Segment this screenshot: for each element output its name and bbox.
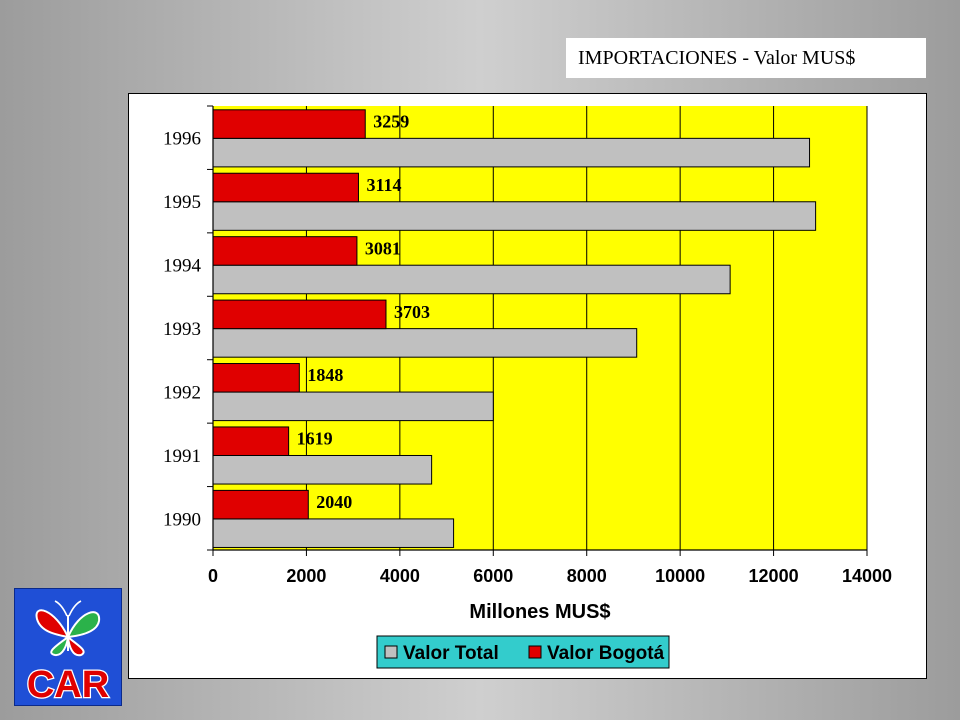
bar-valor-bogota [212, 109, 366, 139]
bar-valor-bogota [212, 426, 290, 456]
category-label: 1994 [163, 256, 202, 277]
bar-valor-bogota [212, 489, 309, 520]
data-label: 3081 [365, 238, 401, 258]
data-label: 3114 [366, 175, 401, 195]
bar-valor-total [212, 201, 817, 231]
x-tick-label: 2000 [286, 566, 326, 586]
bar-valor-bogota [212, 172, 359, 203]
x-tick-label: 14000 [842, 566, 892, 586]
logo-text: CAR [27, 664, 109, 705]
x-tick-label: 6000 [473, 566, 513, 586]
bar-valor-total [212, 328, 638, 358]
bar-chart: 2040 1990 1619 1991 1848 1992 3703 1993 3081 1994… [163, 105, 892, 669]
bar-valor-bogota [212, 299, 387, 330]
x-tick-label: 8000 [567, 566, 607, 586]
legend-label-valor-bogota: Valor Bogotá [547, 643, 665, 664]
data-label: 1619 [297, 429, 333, 449]
x-tick-label: 12000 [749, 566, 799, 586]
axes [207, 105, 868, 556]
x-tick-label: 4000 [380, 566, 420, 586]
category-label: 1995 [163, 192, 201, 213]
legend-box [376, 635, 670, 669]
bar-valor-total [212, 264, 731, 295]
car-logo: CAR [14, 588, 122, 707]
labels-group: 2040 1990 1619 1991 1848 1992 3703 1993 3081 1994… [163, 112, 892, 586]
data-label: 1848 [307, 365, 343, 385]
x-axis-title: Millones MUS$ [469, 601, 610, 623]
x-tick-label: 0 [208, 566, 218, 586]
legend-swatch-valor-bogota [528, 645, 542, 659]
data-label: 3259 [373, 112, 409, 132]
legend: Valor Total Valor Bogotá [376, 635, 670, 669]
category-label: 1990 [163, 509, 201, 530]
bar-valor-bogota [212, 363, 300, 393]
page-title: IMPORTACIONES - Valor MUS$ [566, 38, 926, 78]
chart-panel: 2040 1990 1619 1991 1848 1992 3703 1993 3081 1994… [128, 93, 927, 679]
bar-valor-total [212, 454, 433, 485]
data-label: 2040 [316, 492, 352, 512]
legend-swatch-valor-total [384, 645, 398, 659]
x-tick-label: 10000 [655, 566, 705, 586]
bars-group [212, 109, 817, 548]
bar-valor-total [212, 518, 455, 548]
category-label: 1991 [163, 446, 201, 467]
bar-valor-total [212, 137, 811, 168]
data-label: 3703 [394, 302, 430, 322]
category-label: 1996 [163, 129, 201, 150]
bar-valor-bogota [212, 236, 358, 266]
category-label: 1993 [163, 319, 201, 340]
category-label: 1992 [163, 382, 201, 403]
bar-valor-total [212, 391, 494, 422]
legend-label-valor-total: Valor Total [403, 643, 499, 664]
butterfly-icon [35, 600, 101, 657]
